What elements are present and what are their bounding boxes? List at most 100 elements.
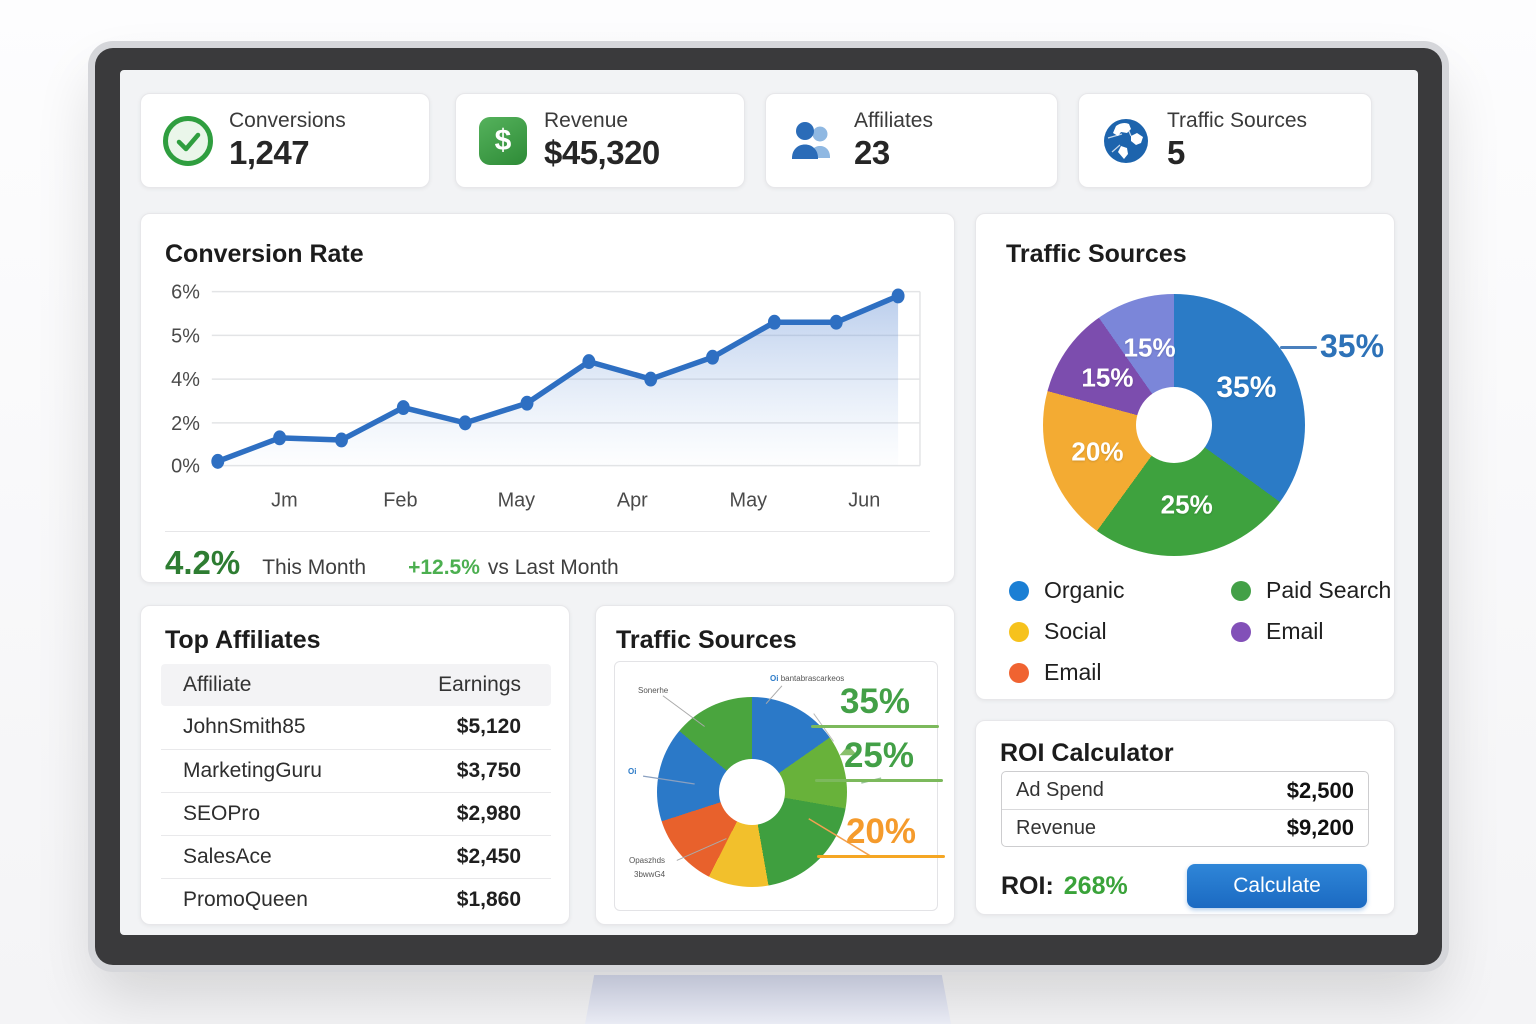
legend-item-paid-search[interactable]: Paid Search bbox=[1231, 570, 1391, 611]
legend-label: Email bbox=[1044, 659, 1102, 685]
stat-card-traffic-sources: Traffic Sources 5 bbox=[1078, 93, 1372, 188]
x-axis-label: May bbox=[730, 489, 768, 511]
traffic-sources-panel: Traffic Sources 35% 25% 20% 15% 15% 35% Orga… bbox=[975, 213, 1395, 700]
affiliate-earnings: $5,120 bbox=[390, 706, 551, 750]
mini-traffic-sources-title: Traffic Sources bbox=[616, 626, 797, 654]
affiliate-row: MarketingGuru $3,750 bbox=[161, 749, 551, 793]
top-affiliates-title: Top Affiliates bbox=[165, 626, 321, 654]
data-point bbox=[396, 400, 410, 416]
conversion-delta-value: +12.5% bbox=[408, 556, 480, 579]
donut-hole bbox=[1136, 387, 1212, 463]
roi-value: 268% bbox=[1063, 871, 1128, 900]
roi-field-ad-spend[interactable]: Ad Spend $2,500 bbox=[1002, 772, 1368, 809]
conversion-rate-line-chart[interactable]: 6% 5% 4% 2% 0% Jm Feb May Apr May Jun bbox=[141, 214, 954, 582]
affiliates-table: Affiliate Earnings JohnSmith85 $5,120 Marke… bbox=[161, 664, 551, 921]
stat-value: 5 bbox=[1167, 133, 1185, 171]
stat-value: 1,247 bbox=[229, 133, 310, 171]
mini-donut-card: Oi bantabrascarkeos Sonerhe Oi Opaszhds … bbox=[614, 661, 945, 911]
data-point bbox=[520, 395, 534, 411]
x-axis-label: Feb bbox=[383, 489, 417, 511]
roi-field-label: Revenue bbox=[1016, 816, 1097, 839]
stat-value: 23 bbox=[854, 133, 890, 171]
affiliate-name: JohnSmith85 bbox=[161, 706, 391, 750]
legend-color-dot bbox=[1009, 580, 1029, 601]
calculate-button[interactable]: Calculate bbox=[1187, 864, 1367, 908]
legend-color-dot bbox=[1009, 662, 1029, 683]
globe-icon bbox=[1101, 116, 1151, 166]
conversion-rate-value: 4.2% bbox=[165, 544, 241, 581]
legend-item-email[interactable]: Email bbox=[1231, 611, 1391, 652]
affiliate-name: MarketingGuru bbox=[161, 749, 391, 793]
donut-slice-label-organic: 35% bbox=[1216, 371, 1277, 405]
y-axis-tick: 6% bbox=[171, 282, 200, 304]
affiliate-name: SalesAce bbox=[161, 835, 391, 879]
legend-label: Social bbox=[1044, 618, 1107, 644]
y-axis-tick: 4% bbox=[171, 369, 200, 391]
conversion-summary: 4.2% This Month +12.5% vs Last Month bbox=[165, 531, 930, 582]
legend-label: Paid Search bbox=[1266, 577, 1392, 603]
donut-callout-value: 35% bbox=[1320, 328, 1385, 364]
donut-slice-label-paid-search: 25% bbox=[1160, 489, 1213, 520]
y-axis-tick: 0% bbox=[171, 456, 200, 478]
affiliate-earnings: $2,450 bbox=[390, 835, 551, 879]
stat-label: Revenue bbox=[544, 109, 629, 133]
roi-field-value: $2,500 bbox=[1286, 777, 1354, 803]
roi-calculator-panel: ROI Calculator Ad Spend $2,500 Revenue $9,2… bbox=[975, 720, 1395, 915]
data-point bbox=[458, 415, 472, 431]
mini-pct-25: 25% bbox=[805, 736, 953, 782]
stat-label: Affiliates bbox=[854, 109, 933, 133]
stat-label: Traffic Sources bbox=[1167, 109, 1308, 133]
conversion-delta-period: vs Last Month bbox=[487, 556, 619, 579]
column-header-affiliate: Affiliate bbox=[161, 664, 391, 706]
donut-slice-label-social: 20% bbox=[1071, 436, 1124, 467]
conversion-rate-title: Conversion Rate bbox=[165, 240, 364, 268]
data-point bbox=[829, 314, 843, 330]
x-axis-label: Jm bbox=[271, 489, 297, 511]
legend-item-social[interactable]: Social bbox=[1009, 611, 1231, 652]
check-circle-icon bbox=[163, 115, 213, 166]
stat-card-revenue: $ Revenue $45,320 bbox=[455, 93, 745, 188]
conversion-rate-period: This Month bbox=[262, 556, 367, 579]
monitor-stand bbox=[585, 975, 951, 1024]
donut-callout-line bbox=[1280, 346, 1317, 349]
dashboard-screen: Conversions 1,247 $ Revenue $45,320 bbox=[120, 70, 1418, 935]
stat-card-conversions: Conversions 1,247 bbox=[140, 93, 430, 188]
mini-pct-35: 35% bbox=[801, 682, 949, 728]
traffic-sources-legend: Organic Social Email Paid Search Email bbox=[1009, 570, 1391, 693]
affiliate-earnings: $2,980 bbox=[390, 792, 551, 836]
legend-label: Email bbox=[1266, 618, 1324, 644]
top-affiliates-panel: Top Affiliates Affiliate Earnings JohnSmi… bbox=[140, 605, 570, 925]
data-point bbox=[706, 349, 720, 365]
roi-result-row: ROI: 268% Calculate bbox=[1001, 863, 1367, 909]
data-point bbox=[891, 288, 905, 304]
legend-item-email[interactable]: Email bbox=[1009, 652, 1231, 693]
monitor-frame: Conversions 1,247 $ Revenue $45,320 bbox=[95, 48, 1442, 965]
data-point bbox=[767, 314, 781, 330]
column-header-earnings: Earnings bbox=[390, 664, 551, 706]
stat-card-affiliates: Affiliates 23 bbox=[765, 93, 1058, 188]
x-axis-label: May bbox=[498, 489, 536, 511]
roi-field-revenue[interactable]: Revenue $9,200 bbox=[1002, 809, 1368, 846]
mini-callout-bottom: Opaszhds bbox=[629, 856, 666, 865]
mini-pct-20: 20% bbox=[807, 812, 955, 858]
affiliate-earnings: $1,860 bbox=[456, 887, 521, 911]
affiliate-row: SEOPro $2,980 bbox=[161, 792, 551, 836]
dollar-icon: $ bbox=[478, 116, 528, 166]
affiliate-row: SalesAce $2,450 bbox=[161, 835, 551, 879]
conversion-rate-panel: Conversion Rate 6% 5% 4% 2% 0% Jm Feb May Apr May… bbox=[140, 213, 955, 583]
traffic-sources-donut-chart[interactable]: 35% 25% 20% 15% 15% bbox=[1043, 294, 1305, 556]
mini-callout-top: Oi bantabrascarkeos bbox=[770, 674, 845, 683]
mini-callout-left: Sonerhe bbox=[638, 686, 669, 695]
traffic-sources-title: Traffic Sources bbox=[1006, 240, 1187, 268]
data-point bbox=[644, 371, 658, 387]
affiliate-earnings: $3,750 bbox=[390, 749, 551, 793]
legend-color-dot bbox=[1231, 621, 1251, 642]
stat-value: $45,320 bbox=[544, 133, 660, 171]
y-axis-tick: 5% bbox=[171, 325, 200, 347]
affiliates-table-header: Affiliate Earnings bbox=[161, 664, 551, 706]
data-point bbox=[335, 432, 348, 448]
affiliate-name: SEOPro bbox=[161, 792, 391, 836]
mini-callout-left-2: Oi bbox=[628, 767, 637, 776]
roi-calculator-title: ROI Calculator bbox=[1000, 739, 1174, 767]
legend-item-organic[interactable]: Organic bbox=[1009, 570, 1231, 611]
